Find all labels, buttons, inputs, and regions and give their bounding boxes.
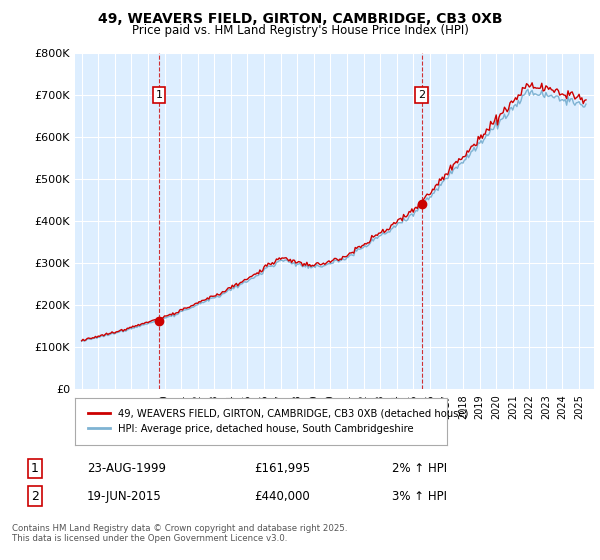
- Text: 1: 1: [31, 462, 39, 475]
- Text: Price paid vs. HM Land Registry's House Price Index (HPI): Price paid vs. HM Land Registry's House …: [131, 24, 469, 36]
- Text: 2: 2: [418, 90, 425, 100]
- Text: 19-JUN-2015: 19-JUN-2015: [87, 489, 161, 502]
- Text: 3% ↑ HPI: 3% ↑ HPI: [392, 489, 447, 502]
- Text: Contains HM Land Registry data © Crown copyright and database right 2025.
This d: Contains HM Land Registry data © Crown c…: [12, 524, 347, 543]
- Legend: 49, WEAVERS FIELD, GIRTON, CAMBRIDGE, CB3 0XB (detached house), HPI: Average pri: 49, WEAVERS FIELD, GIRTON, CAMBRIDGE, CB…: [84, 405, 472, 438]
- Text: 1: 1: [155, 90, 163, 100]
- Text: 23-AUG-1999: 23-AUG-1999: [87, 462, 166, 475]
- Text: £440,000: £440,000: [254, 489, 310, 502]
- Text: 49, WEAVERS FIELD, GIRTON, CAMBRIDGE, CB3 0XB: 49, WEAVERS FIELD, GIRTON, CAMBRIDGE, CB…: [98, 12, 502, 26]
- Text: 2% ↑ HPI: 2% ↑ HPI: [392, 462, 447, 475]
- Text: £161,995: £161,995: [254, 462, 310, 475]
- Text: 2: 2: [31, 489, 39, 502]
